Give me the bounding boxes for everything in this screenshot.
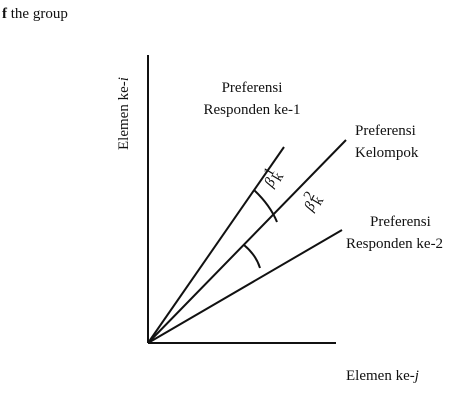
line-responden-1 — [147, 146, 285, 344]
y-axis-text: Elemen ke- — [116, 81, 132, 150]
line-label: Preferensi — [370, 214, 431, 230]
angle-label: β 2 k — [301, 189, 328, 215]
header-prefix: f — [2, 6, 8, 22]
line-label: Responden ke-1 — [203, 102, 300, 118]
line-label: Preferensi — [355, 123, 416, 139]
line-label: Preferensi — [222, 80, 283, 96]
header: f the group — [2, 6, 68, 22]
x-axis-label: Elemen ke-j — [346, 368, 419, 384]
header-text: the group — [7, 6, 68, 22]
line-label: Kelompok — [355, 145, 419, 161]
x-axis-var: j — [413, 368, 419, 384]
y-axis-var: i — [116, 77, 132, 81]
angle-label: β 1 k — [261, 165, 288, 191]
y-axis-label: Elemen ke-i — [116, 77, 132, 150]
x-axis-text: Elemen ke- — [346, 368, 415, 384]
line-label: Responden ke-2 — [346, 236, 443, 252]
line-kelompok — [147, 139, 347, 344]
line-responden-2 — [147, 229, 343, 344]
angle-arc-2 — [243, 244, 261, 269]
angle-arc-1 — [253, 189, 278, 223]
